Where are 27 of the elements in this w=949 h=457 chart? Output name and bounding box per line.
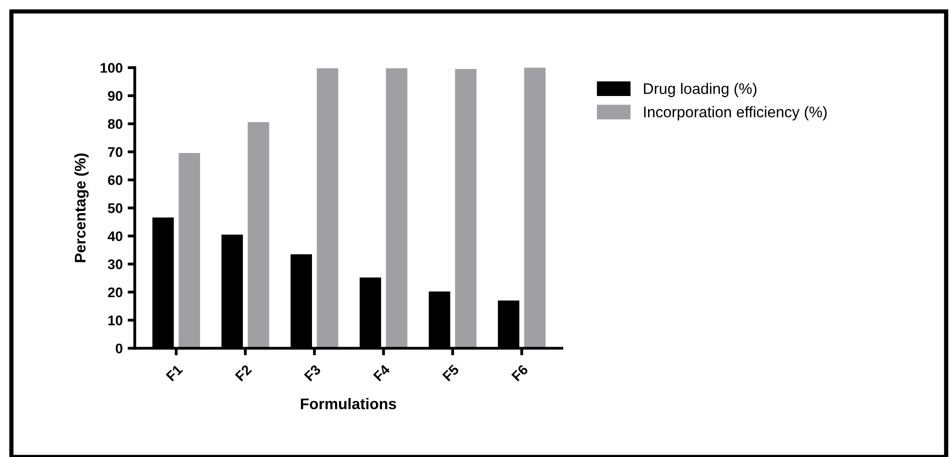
y-axis-title: Percentage (%) (74, 154, 89, 262)
y-tick-label: 100 (100, 62, 122, 73)
bar (178, 152, 200, 348)
bar (386, 68, 408, 348)
x-tick-label: F3 (304, 364, 322, 382)
x-tick-label: F2 (234, 364, 252, 382)
y-tick-label: 60 (108, 175, 122, 186)
y-tick-label: 40 (108, 231, 122, 242)
bar (455, 69, 476, 348)
bar (248, 122, 270, 348)
x-axis-title: Formulations (300, 398, 396, 410)
y-tick-label: 20 (108, 287, 122, 298)
x-tick-label: F6 (511, 364, 529, 382)
bar (524, 68, 546, 348)
x-tick-label: F4 (373, 364, 391, 382)
y-tick-label: 0 (116, 344, 122, 354)
y-tick-label: 10 (108, 316, 122, 326)
y-tick-label: 70 (108, 147, 122, 157)
y-tick-label: 90 (108, 91, 122, 101)
legend-label: Drug loading (%) (644, 82, 756, 98)
y-tick-label: 30 (108, 259, 122, 270)
y-tick-label: 50 (108, 203, 122, 214)
y-tick-label: 80 (108, 119, 122, 129)
x-tick-label: F5 (442, 364, 460, 382)
bar (316, 68, 338, 348)
legend-label: Incorporation efficiency (%) (644, 106, 827, 120)
x-tick-label: F1 (166, 364, 184, 382)
